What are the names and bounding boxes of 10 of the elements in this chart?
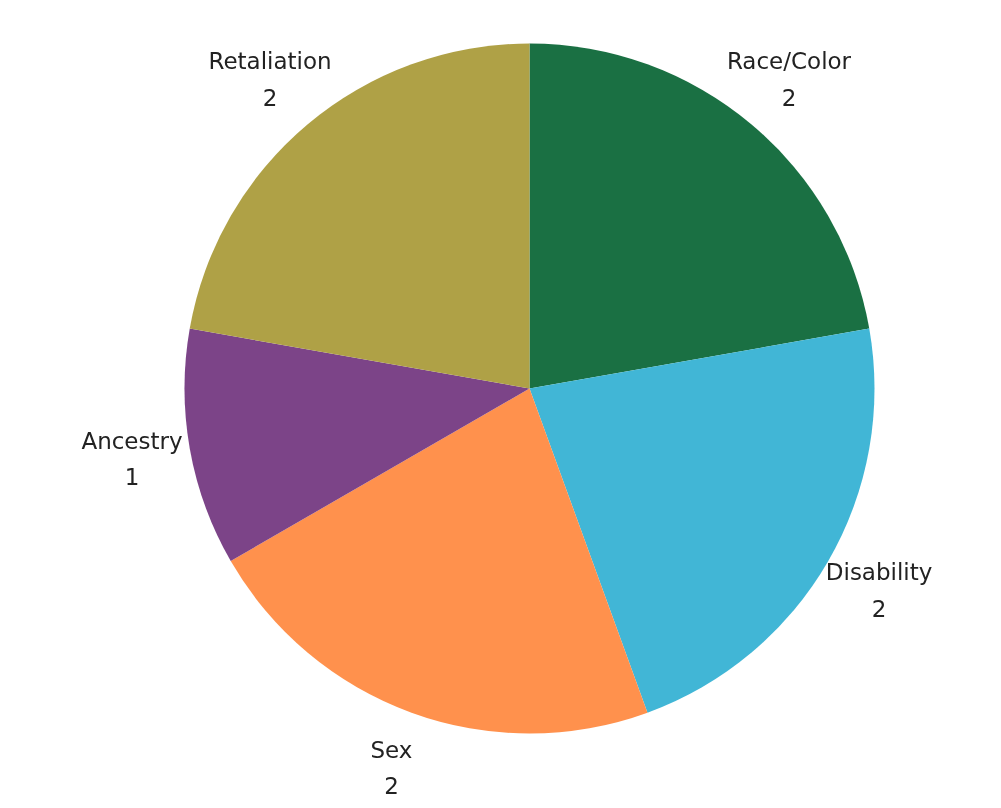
data-label: 2 [871, 595, 887, 622]
slice-label: Sex [370, 736, 413, 763]
slice-label: Disability [825, 559, 933, 586]
slice-label: Retaliation [208, 48, 332, 75]
slice-label: Race/Color [726, 48, 852, 75]
slice-label: Ancestry [81, 427, 183, 454]
data-label: 1 [124, 464, 140, 491]
data-label: 2 [781, 84, 797, 111]
data-label: 2 [262, 84, 278, 111]
data-label: 2 [384, 773, 399, 800]
